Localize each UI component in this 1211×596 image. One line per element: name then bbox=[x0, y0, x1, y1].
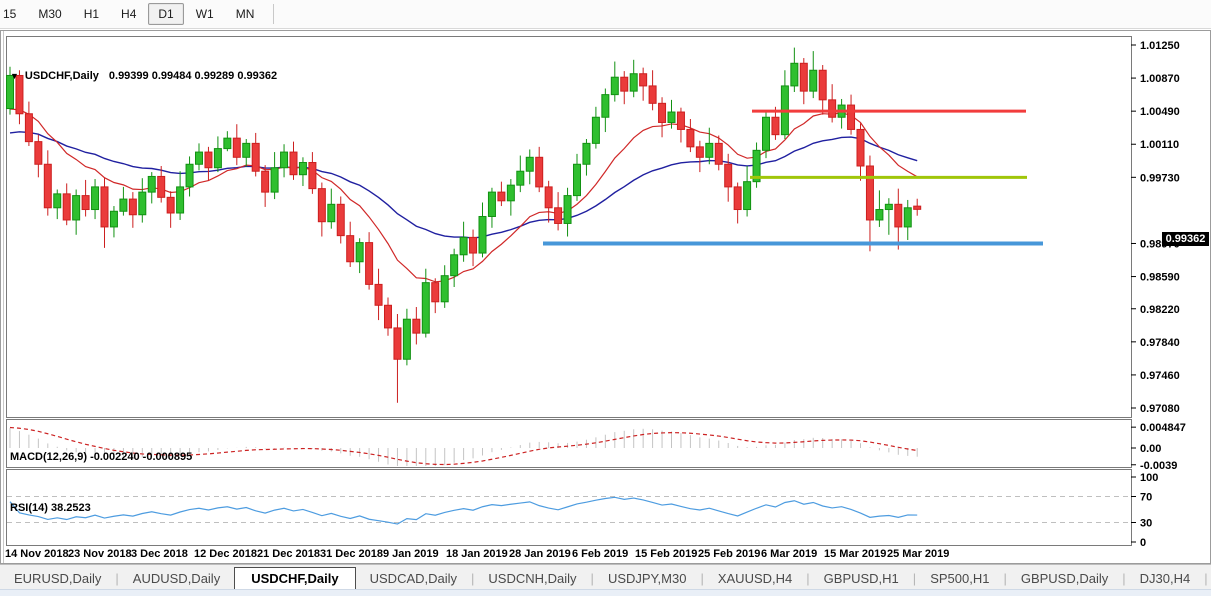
tab-eurusd-daily[interactable]: EURUSD,Daily bbox=[14, 571, 102, 586]
chart-tab-bar: EURUSD,Daily | AUDUSD,Daily USDCHF,Daily USD… bbox=[0, 564, 1211, 591]
current-price-tag: 0.99362 bbox=[1162, 232, 1209, 246]
timeframe-button-m30[interactable]: M30 bbox=[38, 7, 62, 21]
timeframe-button-h4[interactable]: H4 bbox=[121, 7, 137, 21]
chart-ohlc-quotes: 0.99399 0.99484 0.99289 0.99362 bbox=[108, 70, 278, 82]
status-strip bbox=[0, 589, 1211, 596]
svg-text:9 Jan 2019: 9 Jan 2019 bbox=[383, 548, 439, 560]
tab-xauusd-h4[interactable]: XAUUSD,H4 bbox=[717, 571, 793, 586]
chart-window[interactable]: 1.01250 1.00870 1.00490 1.00110 0.99730 0.989… bbox=[0, 30, 1211, 564]
tab-gbpusd-h1[interactable]: GBPUSD,H1 bbox=[823, 571, 899, 586]
svg-text:100: 100 bbox=[1140, 472, 1158, 484]
svg-text:0.98590: 0.98590 bbox=[1140, 272, 1180, 284]
timeframe-button-w1[interactable]: W1 bbox=[195, 7, 214, 21]
svg-text:0.98220: 0.98220 bbox=[1140, 304, 1180, 316]
timeframe-toolbar: 15 M30 H1 H4 D1 W1 MN bbox=[0, 0, 1211, 29]
svg-text:1.00870: 1.00870 bbox=[1140, 73, 1180, 85]
tab-separator: | bbox=[1204, 571, 1208, 586]
candlestick-chart-canvas[interactable]: 1.012501.008701.004901.001100.997300.989… bbox=[0, 30, 1211, 564]
tab-sp500-h1[interactable]: SP500,H1 bbox=[930, 571, 990, 586]
macd-indicator-label: MACD(12,26,9) -0.002240 -0.000895 bbox=[10, 451, 193, 463]
chart-title: ▼ USDCHF,Daily 0.99399 0.99484 0.99289 0.9… bbox=[10, 70, 277, 82]
tab-usdjpy-m30[interactable]: USDJPY,M30 bbox=[607, 571, 687, 586]
timeframe-button-mn[interactable]: MN bbox=[235, 7, 255, 21]
svg-text:14 Nov 2018: 14 Nov 2018 bbox=[5, 548, 69, 560]
timeframe-button-15[interactable]: 15 bbox=[3, 7, 17, 21]
svg-text:6 Mar 2019: 6 Mar 2019 bbox=[761, 548, 817, 560]
svg-text:0.97840: 0.97840 bbox=[1140, 337, 1180, 349]
svg-text:1.00110: 1.00110 bbox=[1140, 139, 1179, 151]
tab-separator: | bbox=[1003, 571, 1007, 586]
svg-text:1.00490: 1.00490 bbox=[1140, 106, 1180, 118]
svg-text:0.00: 0.00 bbox=[1140, 443, 1161, 455]
tab-usdcnh-daily[interactable]: USDCNH,Daily bbox=[488, 571, 577, 586]
tab-usdcad-daily[interactable]: USDCAD,Daily bbox=[369, 571, 458, 586]
svg-text:6 Feb 2019: 6 Feb 2019 bbox=[572, 548, 628, 560]
tab-separator: | bbox=[700, 571, 704, 586]
svg-text:25 Mar 2019: 25 Mar 2019 bbox=[887, 548, 949, 560]
tab-separator: | bbox=[115, 571, 119, 586]
timeframe-button-d1[interactable]: D1 bbox=[148, 3, 184, 25]
tab-audusd-daily[interactable]: AUDUSD,Daily bbox=[132, 571, 221, 586]
tab-separator: | bbox=[1122, 571, 1126, 586]
svg-text:12 Dec 2018: 12 Dec 2018 bbox=[194, 548, 257, 560]
svg-text:0.97080: 0.97080 bbox=[1140, 403, 1180, 415]
svg-text:31 Dec 2018: 31 Dec 2018 bbox=[320, 548, 383, 560]
svg-text:28 Jan 2019: 28 Jan 2019 bbox=[509, 548, 571, 560]
rsi-indicator-label: RSI(14) 38.2523 bbox=[10, 502, 91, 514]
tab-dj30-h4[interactable]: DJ30,H4 bbox=[1139, 571, 1191, 586]
svg-text:0.004847: 0.004847 bbox=[1140, 422, 1186, 434]
tab-gbpusd-daily[interactable]: GBPUSD,Daily bbox=[1020, 571, 1109, 586]
svg-text:0.99730: 0.99730 bbox=[1140, 172, 1180, 184]
tab-tech100-h1[interactable]: TECH100,H1 bbox=[1208, 568, 1211, 590]
tab-separator: | bbox=[590, 571, 594, 586]
tab-separator: | bbox=[471, 571, 475, 586]
timeframe-button-h1[interactable]: H1 bbox=[83, 7, 100, 21]
svg-text:0: 0 bbox=[1140, 537, 1146, 549]
tab-usdchf-daily[interactable]: USDCHF,Daily bbox=[234, 567, 356, 591]
svg-text:0.97460: 0.97460 bbox=[1140, 370, 1180, 382]
svg-text:21 Dec 2018: 21 Dec 2018 bbox=[257, 548, 320, 560]
svg-text:25 Feb 2019: 25 Feb 2019 bbox=[698, 548, 760, 560]
svg-text:18 Jan 2019: 18 Jan 2019 bbox=[446, 548, 508, 560]
svg-text:30: 30 bbox=[1140, 518, 1152, 530]
tab-separator: | bbox=[912, 571, 917, 586]
toolbar-separator bbox=[273, 4, 275, 24]
svg-text:-0.0039: -0.0039 bbox=[1140, 460, 1177, 472]
svg-text:3 Dec 2018: 3 Dec 2018 bbox=[131, 548, 188, 560]
svg-text:70: 70 bbox=[1140, 492, 1152, 504]
svg-text:1.01250: 1.01250 bbox=[1140, 40, 1180, 52]
symbol-dropdown-icon[interactable]: ▼ bbox=[10, 71, 19, 81]
svg-text:15 Mar 2019: 15 Mar 2019 bbox=[824, 548, 886, 560]
svg-text:15 Feb 2019: 15 Feb 2019 bbox=[635, 548, 697, 560]
chart-symbol-label: USDCHF,Daily bbox=[24, 70, 99, 82]
tab-separator: | bbox=[806, 571, 810, 586]
svg-text:23 Nov 2018: 23 Nov 2018 bbox=[68, 548, 132, 560]
